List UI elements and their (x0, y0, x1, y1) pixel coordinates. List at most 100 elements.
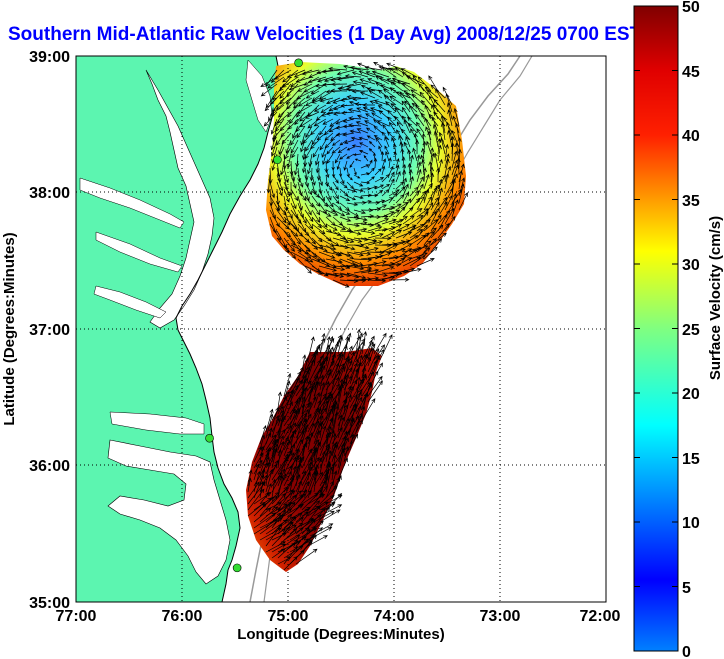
velocity-vector (283, 490, 303, 505)
velocity-vector (453, 107, 460, 127)
y-axis-label: Latitude (Degrees:Minutes) (1, 232, 18, 425)
velocity-vector (402, 225, 416, 239)
velocity-vector (401, 106, 411, 120)
velocity-vector (289, 465, 297, 493)
velocity-vector (319, 447, 330, 469)
velocity-vector (337, 457, 348, 481)
velocity-vector (305, 90, 320, 99)
velocity-vector (381, 165, 386, 176)
velocity-vector (324, 132, 334, 141)
x-tick-label: 77:00 (56, 608, 97, 625)
velocity-vector (263, 111, 278, 127)
velocity-vector (416, 190, 427, 204)
velocity-vector (367, 167, 375, 176)
velocity-vector (325, 346, 334, 373)
velocity-vector (385, 151, 390, 162)
y-tick-label: 36:00 (29, 458, 70, 475)
coastline (175, 56, 283, 602)
velocity-vector (295, 438, 303, 457)
velocity-vector (283, 443, 296, 469)
velocity-vector (299, 118, 313, 128)
velocity-vector (283, 475, 295, 499)
velocity-vector (335, 118, 348, 125)
velocity-vector (436, 167, 441, 183)
velocity-vector (458, 170, 464, 190)
velocity-vector (412, 147, 418, 162)
velocity-vector (331, 380, 348, 403)
velocity-vector (407, 122, 418, 134)
colorbar-tick-label: 45 (682, 64, 700, 81)
velocity-vector (369, 100, 383, 106)
velocity-vector (368, 140, 376, 148)
velocity-vector (277, 448, 283, 469)
velocity-vector (378, 109, 390, 120)
velocity-vector (430, 224, 444, 239)
velocity-vector (383, 94, 397, 106)
colorbar-tick-label: 10 (682, 515, 700, 532)
velocity-vector (325, 251, 343, 257)
velocity-vector (319, 485, 338, 505)
velocity-vector (360, 193, 372, 198)
velocity-vector (307, 366, 323, 391)
velocity-vector (320, 104, 334, 114)
velocity-vector (319, 360, 335, 385)
velocity-vector (318, 244, 337, 251)
velocity-vector (274, 69, 292, 80)
velocity-vector (355, 121, 369, 127)
velocity-vector (316, 132, 327, 141)
velocity-vector (409, 255, 426, 267)
velocity-vector (361, 353, 369, 379)
velocity-vector (297, 167, 302, 183)
velocity-vector (283, 440, 291, 457)
velocity-vector (382, 124, 390, 134)
velocity-vector (337, 146, 348, 154)
map-grid (76, 56, 606, 602)
velocity-vector (288, 83, 306, 91)
velocity-vector (319, 139, 327, 151)
velocity-vector (283, 429, 297, 451)
velocity-vector (318, 202, 327, 214)
velocity-vector (303, 153, 308, 168)
velocity-vector (346, 272, 367, 280)
velocity-vector (332, 272, 352, 278)
velocity-vector (265, 503, 288, 523)
velocity-vector (367, 240, 384, 246)
velocity-vector (297, 188, 307, 202)
velocity-vector (343, 139, 355, 144)
velocity-vector (276, 174, 284, 192)
velocity-vector (353, 216, 368, 222)
velocity-vector (313, 506, 330, 529)
velocity-vector (270, 132, 278, 151)
velocity-vector (377, 89, 390, 99)
velocity-vector (290, 195, 297, 210)
velocity-vector (430, 207, 440, 225)
velocity-vector (399, 91, 411, 106)
velocity-vector (307, 420, 320, 445)
velocity-vector (339, 195, 351, 202)
velocity-vector (276, 111, 292, 124)
velocity-vector (301, 450, 316, 475)
velocity-vector (311, 202, 321, 216)
velocity-vector (405, 92, 418, 106)
velocity-vector (326, 146, 334, 155)
velocity-vector (394, 107, 404, 120)
velocity-vector (289, 160, 294, 176)
y-axis: 39:00 38:00 37:00 36:00 35:00 (29, 49, 70, 612)
velocity-vector (331, 402, 337, 427)
velocity-vectors-south (247, 328, 393, 571)
velocity-vector (361, 371, 375, 391)
velocity-vector (311, 132, 320, 146)
velocity-vector (325, 344, 331, 367)
velocity-vector (342, 124, 355, 129)
velocity-vector (271, 492, 286, 511)
velocity-vector (360, 230, 376, 235)
velocity-vector (374, 184, 385, 190)
velocity-vector (409, 215, 424, 225)
velocity-vector (388, 254, 408, 260)
x-tick-label: 74:00 (374, 608, 415, 625)
velocity-vector (346, 94, 362, 100)
velocity-vector (451, 150, 458, 169)
velocity-vector (283, 188, 290, 203)
velocity-vector (290, 174, 297, 189)
velocity-vector (346, 265, 365, 271)
